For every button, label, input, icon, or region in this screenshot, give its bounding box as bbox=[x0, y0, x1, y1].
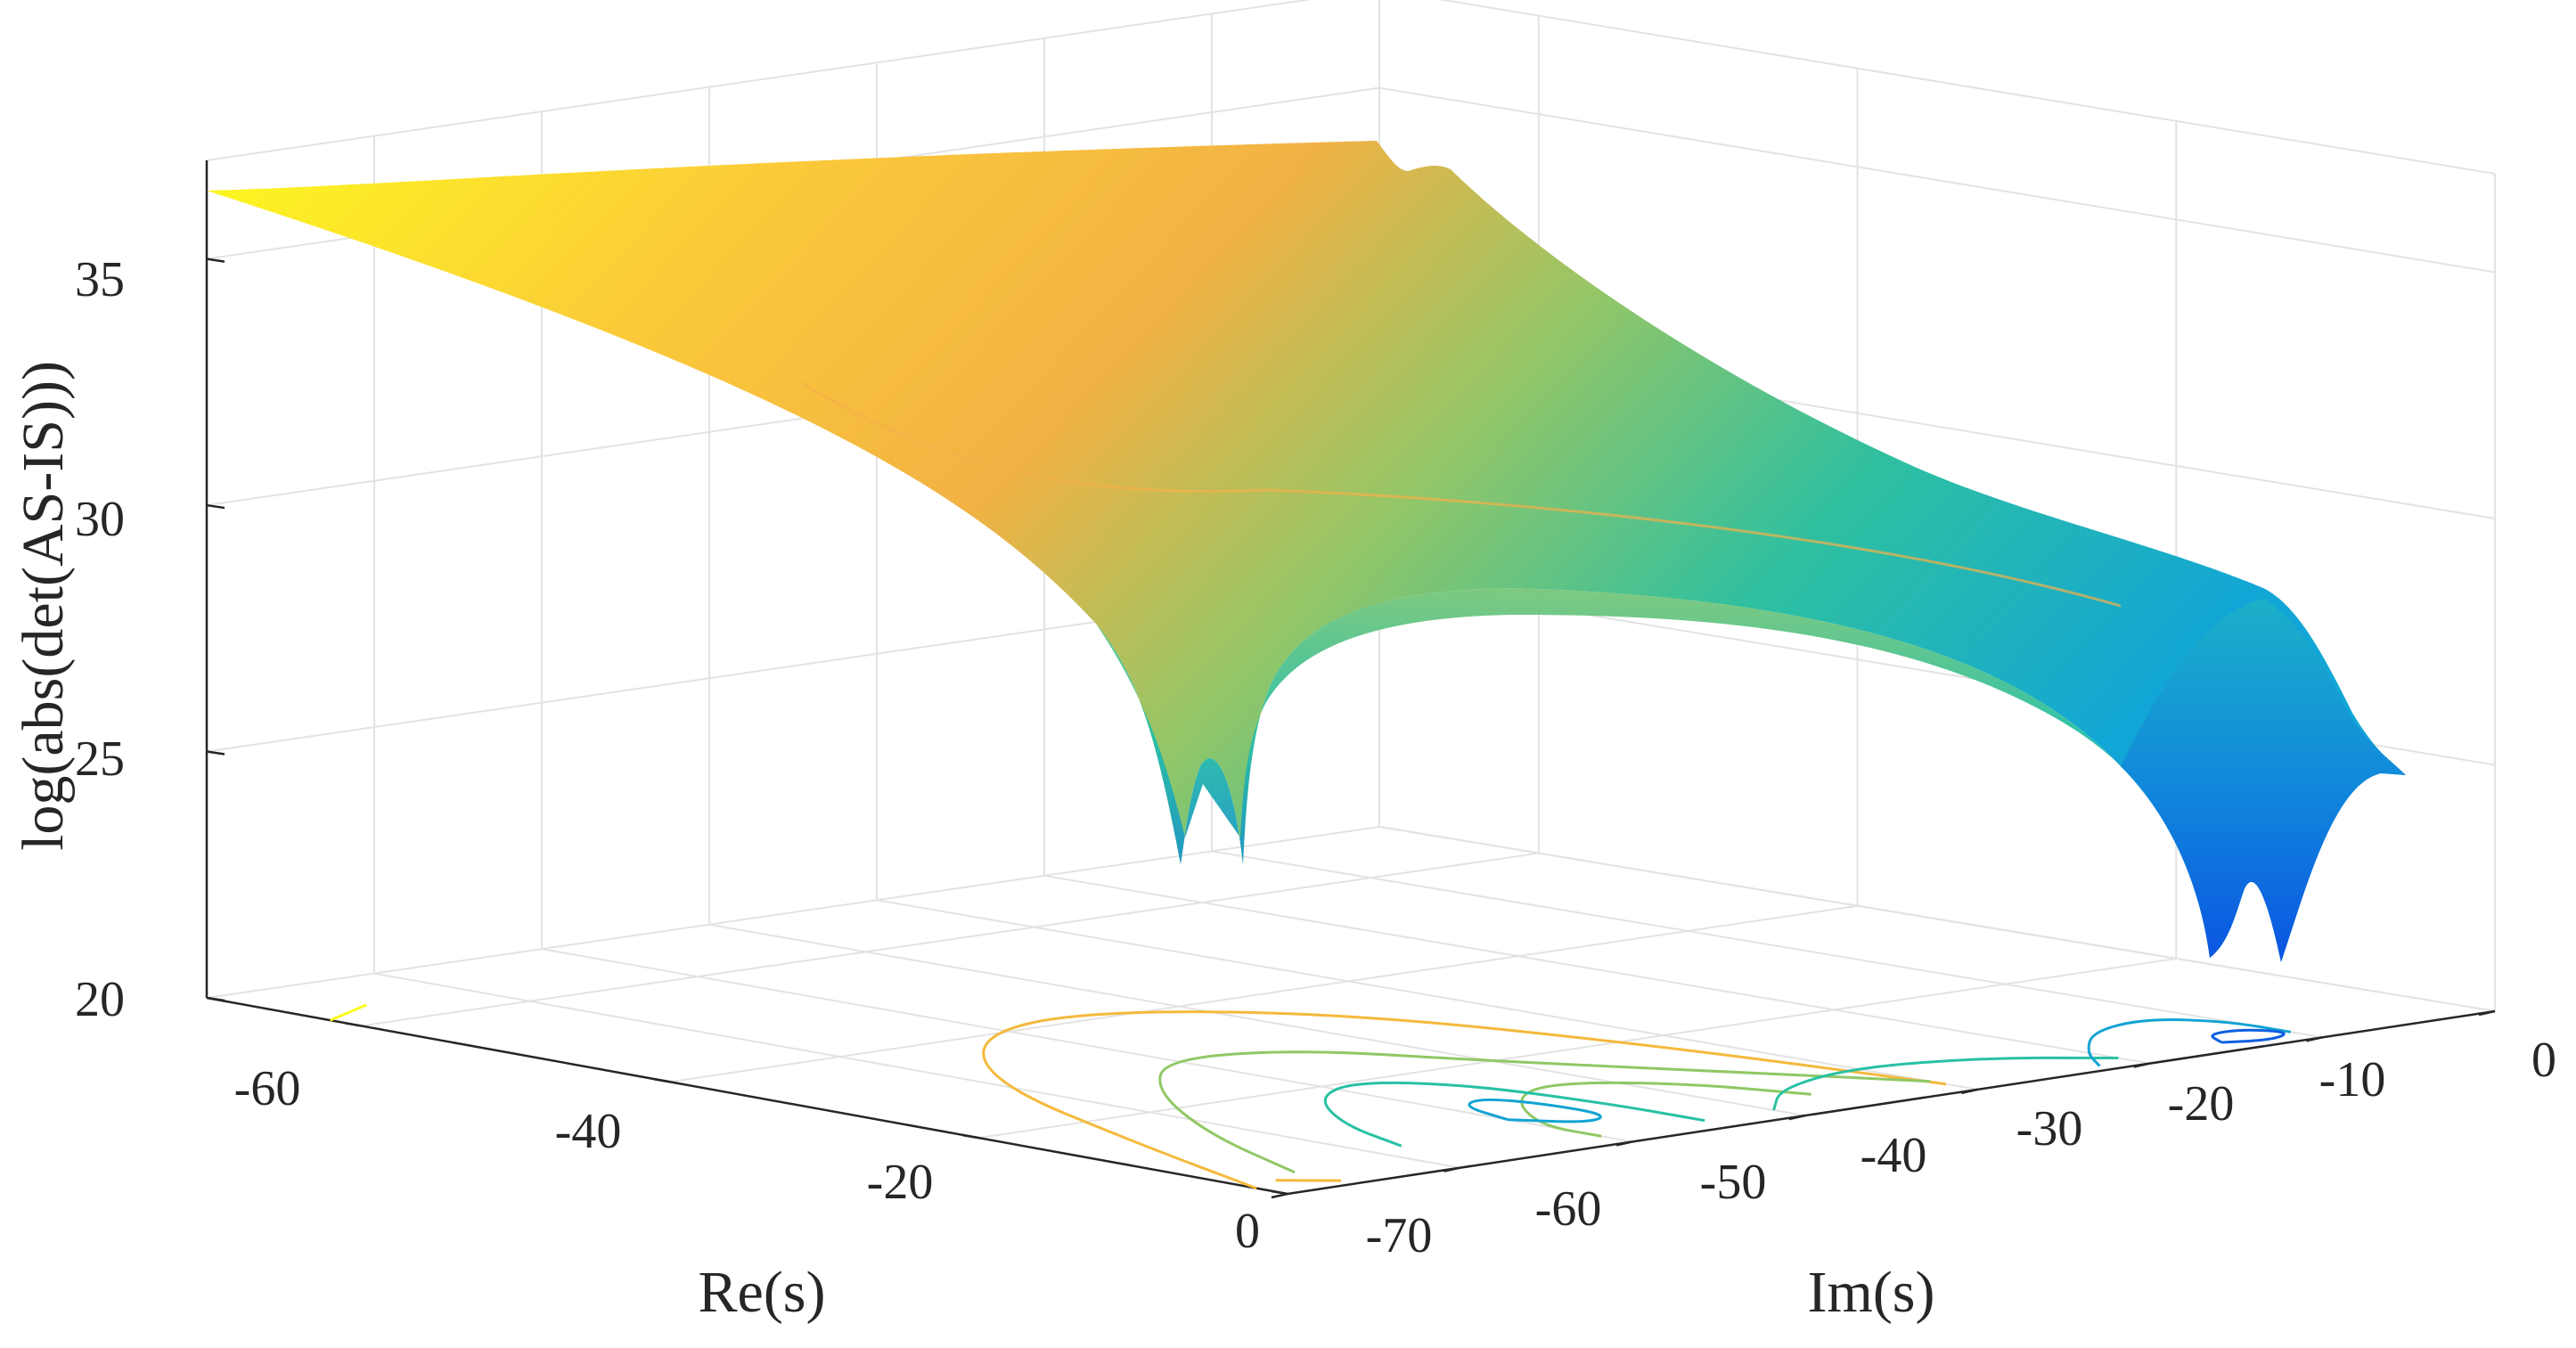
z-tick-mark bbox=[206, 750, 225, 756]
z-tick-label: 30 bbox=[75, 492, 125, 547]
y-axis-label: Im(s) bbox=[1808, 1260, 1935, 1325]
y-tick-mark bbox=[2478, 1009, 2496, 1017]
y-tick-label: -50 bbox=[1700, 1155, 1767, 1210]
contour-line bbox=[2211, 1028, 2286, 1044]
grid-line bbox=[669, 904, 1858, 1083]
y-tick-label: -20 bbox=[2168, 1076, 2235, 1132]
z-tick-label: 35 bbox=[75, 252, 125, 307]
x-tick-mark bbox=[653, 1078, 671, 1083]
grid-line bbox=[876, 899, 1978, 1091]
y-tick-mark bbox=[2133, 1062, 2151, 1068]
contour-lines bbox=[330, 1003, 2292, 1190]
contour-line bbox=[2087, 1018, 2292, 1067]
z-tick-label: 25 bbox=[75, 731, 125, 787]
surface bbox=[207, 141, 2406, 962]
grid-line bbox=[373, 972, 1460, 1169]
contour-line bbox=[982, 1010, 1947, 1190]
y-axis-line bbox=[1287, 1009, 2496, 1196]
grid-line bbox=[1378, 826, 2496, 1012]
contour-line bbox=[1323, 1081, 1705, 1148]
grid-line bbox=[708, 923, 1805, 1117]
y-tick-mark bbox=[1788, 1114, 1805, 1121]
grid-line bbox=[206, 0, 1313, 161]
y-tick-label: -10 bbox=[2319, 1052, 2386, 1107]
z-tick-mark bbox=[206, 503, 225, 510]
x-tick-label: -60 bbox=[234, 1061, 301, 1116]
grid-line bbox=[1043, 874, 2151, 1065]
x-axis-label: Re(s) bbox=[699, 1260, 826, 1325]
surface-crease bbox=[801, 381, 2122, 608]
x-tick-mark bbox=[962, 1133, 979, 1140]
grid-line bbox=[1211, 850, 2323, 1039]
grid-line bbox=[1438, 0, 2496, 175]
grid-line bbox=[978, 957, 2177, 1140]
z-tick-label: 20 bbox=[75, 972, 125, 1027]
y-tick-label: -60 bbox=[1535, 1181, 1602, 1237]
y-tick-label: -30 bbox=[2016, 1101, 2083, 1156]
x-tick-label: -40 bbox=[555, 1104, 622, 1159]
z-axis-label: log(abs(det(AS-IS))) bbox=[11, 361, 76, 851]
y-tick-mark bbox=[1615, 1140, 1633, 1147]
y-tick-label: -40 bbox=[1860, 1128, 1927, 1183]
contour-line bbox=[1520, 1081, 1811, 1138]
x-tick-label: 0 bbox=[1235, 1204, 1260, 1259]
y-tick-mark bbox=[2306, 1036, 2323, 1042]
y-tick-label: 0 bbox=[2531, 1033, 2556, 1088]
contour-line bbox=[1468, 1098, 1602, 1123]
grid-line bbox=[541, 948, 1633, 1143]
x-axis-line bbox=[206, 996, 1288, 1196]
surface-right-dip bbox=[2121, 599, 2406, 962]
y-tick-mark bbox=[1961, 1088, 1978, 1095]
z-tick-mark bbox=[206, 257, 225, 263]
contour-line bbox=[1772, 1056, 2119, 1111]
x-tick-label: -20 bbox=[867, 1155, 934, 1210]
x-tick-mark bbox=[345, 1022, 362, 1027]
surface-main bbox=[207, 141, 2406, 962]
y-tick-label: -70 bbox=[1366, 1208, 1433, 1263]
axis-labels: 35 30 25 20 -60 -40 -20 0 -70 -60 -50 -4… bbox=[11, 252, 2556, 1325]
contour-line bbox=[330, 1003, 367, 1022]
y-tick-mark bbox=[1271, 1192, 1288, 1199]
grid-line bbox=[361, 852, 1540, 1027]
y-tick-mark bbox=[1443, 1166, 1460, 1172]
grid-line bbox=[206, 826, 1380, 999]
grid-line bbox=[1378, 86, 2496, 274]
contour-line bbox=[1158, 1050, 1931, 1174]
z-tick-mark bbox=[206, 996, 225, 1002]
